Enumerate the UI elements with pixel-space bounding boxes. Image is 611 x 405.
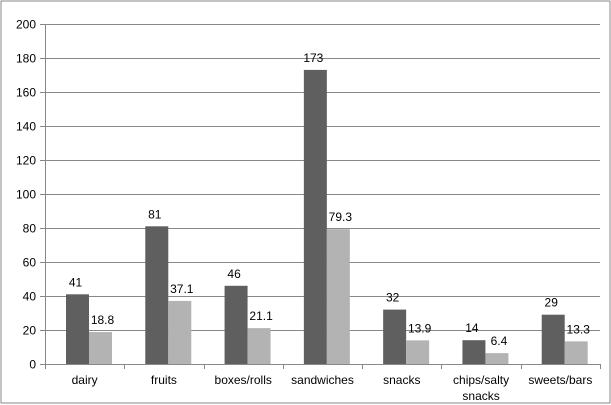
bar (406, 340, 430, 364)
y-tick-label: 120 (16, 154, 36, 168)
data-label: 6.4 (491, 334, 508, 348)
bar (168, 300, 192, 364)
y-tick-label: 160 (16, 86, 36, 100)
x-tick-label: sweets/bars (528, 373, 592, 387)
y-tick-label: 0 (29, 358, 36, 372)
data-label: 173 (303, 51, 323, 65)
bar (247, 328, 271, 364)
x-tick-label: fruits (151, 373, 177, 387)
y-axis-ticks: 0 20 40 60 80 100 120 140 160 180 200 (16, 18, 45, 372)
bar (89, 332, 112, 364)
y-tick-label: 140 (16, 120, 36, 134)
gridlines (45, 24, 600, 331)
bar (224, 285, 248, 364)
bar (541, 314, 565, 364)
y-tick-label: 60 (23, 256, 37, 270)
data-label: 18.8 (91, 313, 115, 327)
bar (564, 341, 588, 364)
data-labels: 41 81 46 173 32 14 29 18.8 37.1 21.1 79.3 13.9 6.4 13… (69, 51, 590, 348)
bar (145, 226, 169, 364)
data-label: 37.1 (170, 282, 194, 296)
bar (326, 229, 350, 364)
x-tick-label: sandwiches (291, 373, 354, 387)
data-label: 46 (227, 267, 241, 281)
data-label: 79.3 (329, 210, 353, 224)
y-tick-label: 20 (23, 324, 37, 338)
bar (485, 353, 509, 364)
x-tick-label: dairy (72, 373, 98, 387)
data-label: 81 (148, 207, 162, 221)
bar (462, 340, 486, 364)
y-tick-label: 40 (23, 290, 37, 304)
data-label: 32 (386, 291, 400, 305)
data-label: 14 (465, 321, 479, 335)
data-label: 29 (545, 296, 559, 310)
x-tick-label: snacks (462, 389, 499, 403)
x-tick-label: boxes/rolls (215, 373, 272, 387)
data-label: 21.1 (249, 309, 273, 323)
x-axis-labels: dairy fruits boxes/rolls sandwiches snacks ch… (45, 364, 601, 403)
x-tick-label: snacks (383, 373, 420, 387)
x-tick-label: chips/salty (453, 373, 509, 387)
data-label: 13.9 (408, 321, 432, 335)
y-tick-label: 80 (23, 222, 37, 236)
y-tick-label: 180 (16, 52, 36, 66)
y-tick-label: 200 (16, 18, 36, 32)
bar (66, 294, 89, 364)
bar (383, 309, 407, 364)
data-label: 13.3 (567, 322, 591, 336)
bar (303, 69, 327, 365)
data-label: 41 (69, 275, 83, 289)
y-tick-label: 100 (16, 188, 36, 202)
bars (66, 69, 588, 365)
